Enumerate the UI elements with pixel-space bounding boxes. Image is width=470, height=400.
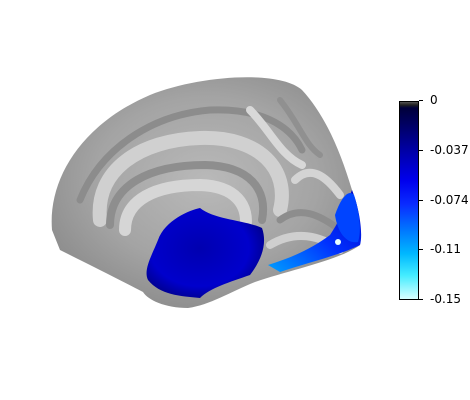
- colorbar-tick-mark: [419, 249, 423, 250]
- activation-peak-spot: [335, 239, 341, 245]
- colorbar: [399, 101, 419, 300]
- colorbar-tick-mark: [419, 150, 423, 151]
- colorbar-tick-label: -0.037: [430, 143, 469, 157]
- colorbar-tick-mark: [419, 299, 423, 300]
- activation-region-ventral: [268, 190, 362, 272]
- colorbar-tick-label: 0: [430, 93, 438, 107]
- activation-region-occipital: [335, 192, 360, 243]
- colorbar-tick-label: -0.074: [430, 193, 469, 207]
- activation-region-medial-temporal: [146, 208, 265, 298]
- brain-surface-medial-view: [51, 77, 362, 309]
- colorbar-tick-label: -0.15: [430, 292, 462, 306]
- colorbar-tick-mark: [419, 100, 423, 101]
- colorbar-tick-label: -0.11: [430, 242, 462, 256]
- colorbar-tick-mark: [419, 200, 423, 201]
